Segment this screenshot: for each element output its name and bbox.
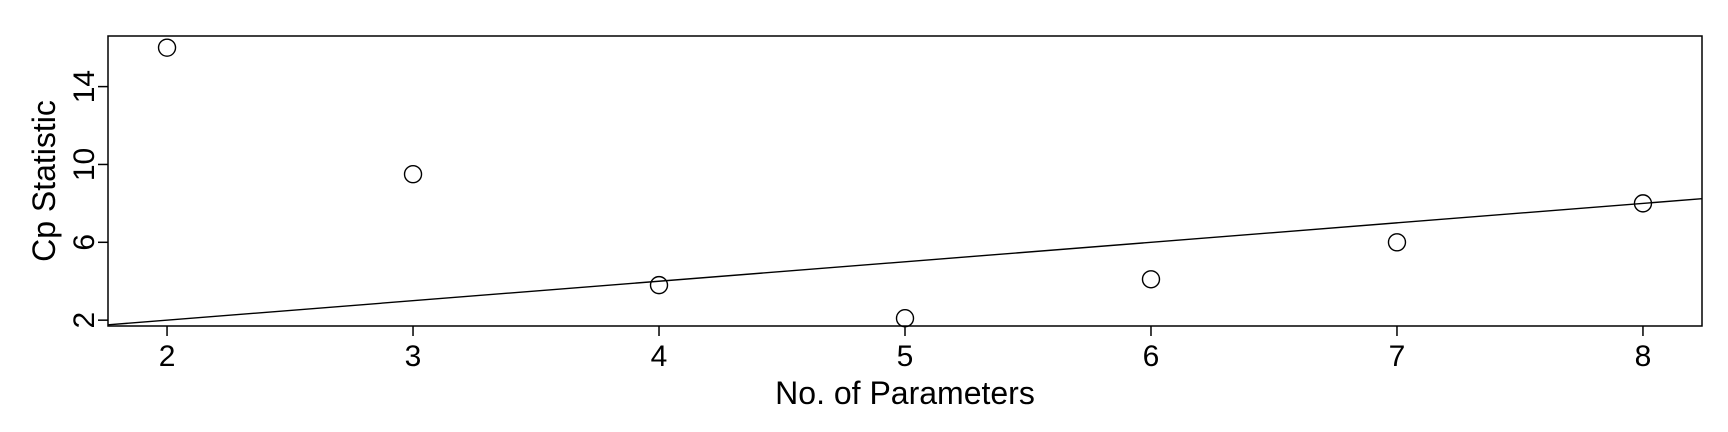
- y-tick-label: 6: [68, 234, 101, 251]
- x-tick-label: 3: [405, 340, 422, 373]
- x-tick-label: 5: [897, 340, 914, 373]
- y-axis: 2 6 10 14: [68, 70, 108, 329]
- data-point: [1633, 194, 1653, 213]
- x-tick-label: 7: [1389, 340, 1406, 373]
- x-tick-label: 2: [159, 340, 176, 373]
- x-axis: 2 3 4 5 6 7 8: [159, 326, 1652, 373]
- data-point: [649, 275, 669, 295]
- y-tick-label: 2: [68, 312, 101, 329]
- y-axis-title: Cp Statistic: [26, 100, 62, 262]
- data-point: [1141, 270, 1161, 289]
- x-tick-label: 6: [1143, 340, 1160, 373]
- x-axis-title: No. of Parameters: [775, 375, 1035, 411]
- points-layer: [157, 38, 1653, 328]
- reference-line: [107, 198, 1703, 326]
- reference-line-layer: [107, 198, 1703, 326]
- plot-frame: [107, 35, 1703, 327]
- data-point: [403, 164, 423, 184]
- data-point: [1387, 233, 1407, 252]
- y-tick-label: 10: [68, 148, 101, 181]
- data-point: [895, 309, 915, 328]
- y-tick-label: 14: [68, 70, 101, 103]
- data-point: [157, 38, 177, 57]
- x-tick-label: 8: [1635, 340, 1652, 373]
- x-tick-label: 4: [651, 340, 668, 373]
